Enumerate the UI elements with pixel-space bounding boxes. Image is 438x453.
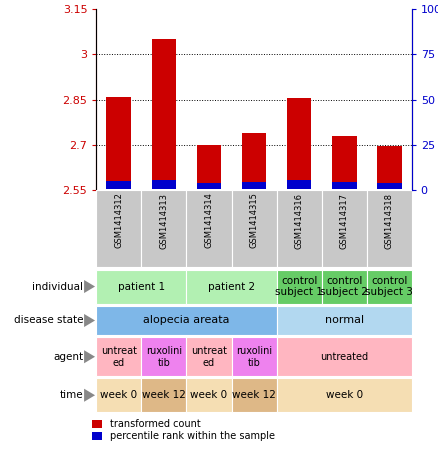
Bar xyxy=(276,337,412,376)
Bar xyxy=(141,337,187,376)
Bar xyxy=(287,98,311,189)
Text: GSM1414318: GSM1414318 xyxy=(385,193,394,249)
Bar xyxy=(276,270,321,304)
Text: patient 2: patient 2 xyxy=(208,281,255,292)
Bar xyxy=(187,190,232,267)
Text: untreated: untreated xyxy=(320,352,368,362)
Text: week 0: week 0 xyxy=(100,390,138,400)
Bar xyxy=(187,337,232,376)
Bar xyxy=(96,190,141,267)
Text: ruxolini
tib: ruxolini tib xyxy=(236,346,272,367)
Bar xyxy=(106,181,131,189)
Bar xyxy=(287,180,311,189)
Text: control
subject 1: control subject 1 xyxy=(275,276,323,297)
Text: patient 1: patient 1 xyxy=(118,281,165,292)
Bar xyxy=(96,337,141,376)
Bar xyxy=(367,190,412,267)
Polygon shape xyxy=(84,280,95,293)
Text: ruxolini
tib: ruxolini tib xyxy=(146,346,182,367)
Bar xyxy=(197,183,221,189)
Text: GSM1414313: GSM1414313 xyxy=(159,193,169,249)
Text: week 12: week 12 xyxy=(232,390,276,400)
Bar xyxy=(276,306,412,335)
Bar xyxy=(106,96,131,189)
Text: normal: normal xyxy=(325,315,364,326)
Bar xyxy=(332,182,357,189)
Bar xyxy=(276,190,321,267)
Bar xyxy=(377,146,402,189)
Bar xyxy=(242,182,266,189)
Bar xyxy=(187,270,276,304)
Bar xyxy=(367,270,412,304)
Text: week 0: week 0 xyxy=(325,390,363,400)
Text: GSM1414316: GSM1414316 xyxy=(295,193,304,249)
Text: untreat
ed: untreat ed xyxy=(101,346,137,367)
Text: GSM1414314: GSM1414314 xyxy=(205,193,213,248)
Bar xyxy=(96,270,187,304)
Bar xyxy=(242,133,266,189)
Bar xyxy=(96,306,276,335)
Text: GSM1414312: GSM1414312 xyxy=(114,193,124,248)
Bar xyxy=(152,39,177,189)
Bar xyxy=(152,180,177,189)
Legend: transformed count, percentile rank within the sample: transformed count, percentile rank withi… xyxy=(92,419,275,441)
Bar xyxy=(321,190,367,267)
Text: GSM1414315: GSM1414315 xyxy=(250,193,258,248)
Polygon shape xyxy=(84,314,95,327)
Text: alopecia areata: alopecia areata xyxy=(143,315,230,326)
Text: control
subject 2: control subject 2 xyxy=(320,276,368,297)
Bar xyxy=(232,337,276,376)
Text: week 0: week 0 xyxy=(191,390,228,400)
Bar xyxy=(197,145,221,189)
Bar xyxy=(377,183,402,189)
Text: time: time xyxy=(60,390,83,400)
Bar xyxy=(96,378,141,412)
Polygon shape xyxy=(84,389,95,402)
Text: disease state: disease state xyxy=(14,315,83,326)
Bar xyxy=(332,136,357,189)
Text: control
subject 3: control subject 3 xyxy=(365,276,413,297)
Bar xyxy=(141,378,187,412)
Bar xyxy=(321,270,367,304)
Bar xyxy=(276,378,412,412)
Text: individual: individual xyxy=(32,281,83,292)
Text: GSM1414317: GSM1414317 xyxy=(339,193,349,249)
Bar xyxy=(232,190,276,267)
Text: week 12: week 12 xyxy=(142,390,186,400)
Text: untreat
ed: untreat ed xyxy=(191,346,227,367)
Bar xyxy=(141,190,187,267)
Bar xyxy=(187,378,232,412)
Polygon shape xyxy=(84,350,95,363)
Bar xyxy=(232,378,276,412)
Text: agent: agent xyxy=(53,352,83,362)
